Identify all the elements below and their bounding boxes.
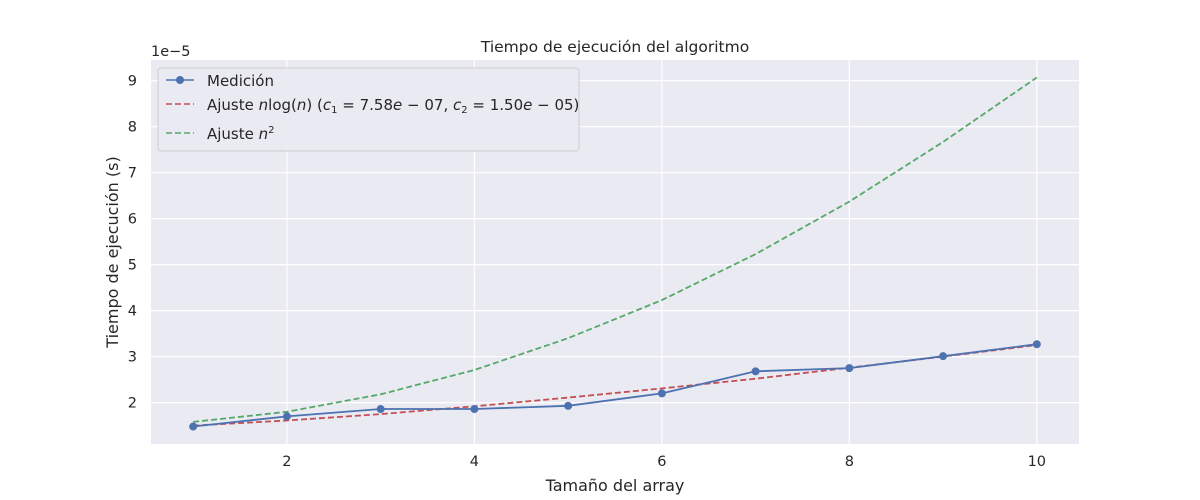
data-point (470, 405, 479, 414)
y-tick-label: 4 (128, 304, 137, 320)
data-point (282, 412, 291, 421)
data-point (376, 405, 385, 414)
y-tick-label: 8 (128, 120, 137, 136)
data-point (845, 364, 854, 373)
data-point (751, 367, 760, 376)
data-point (1032, 340, 1041, 349)
y-offset-label: 1e−5 (151, 44, 191, 60)
data-point (189, 422, 198, 431)
x-tick-label: 4 (470, 454, 479, 470)
legend-marker-medicion (176, 76, 184, 84)
chart-title: Tiempo de ejecución del algoritmo (480, 38, 749, 56)
y-tick-label: 3 (128, 350, 137, 366)
y-tick-label: 7 (128, 166, 137, 182)
legend-label-ajuste-nlogn: Ajuste nlog(n) (c1 = 7.58e − 07, c2 = 1.… (207, 96, 579, 116)
x-tick-label: 8 (845, 454, 854, 470)
legend: Medición Ajuste nlog(n) (c1 = 7.58e − 07… (157, 67, 580, 152)
legend-label-ajuste-n2: Ajuste n2 (207, 125, 275, 143)
series-line-2 (193, 76, 1038, 423)
x-tick-label: 10 (1028, 454, 1046, 470)
x-axis-label: Tamaño del array (545, 476, 685, 495)
legend-label-medicion: Medición (207, 72, 274, 90)
grid (151, 60, 1079, 444)
y-tick-label: 5 (128, 258, 137, 274)
x-tick-labels: 2 4 6 8 10 (282, 454, 1046, 470)
y-tick-label: 2 (128, 396, 137, 412)
x-tick-label: 6 (657, 454, 666, 470)
data-point (657, 389, 666, 398)
series-line-0 (193, 343, 1037, 428)
y-tick-labels: 2 3 4 5 6 7 8 9 (128, 74, 137, 412)
y-tick-label: 6 (128, 212, 137, 228)
y-tick-label: 9 (128, 74, 137, 90)
x-tick-label: 2 (282, 454, 291, 470)
data-point (564, 401, 573, 410)
y-axis-label: Tiempo de ejecución (s) (103, 156, 122, 348)
series-layer (189, 76, 1041, 431)
legend-box (157, 67, 580, 152)
data-point (939, 352, 948, 361)
